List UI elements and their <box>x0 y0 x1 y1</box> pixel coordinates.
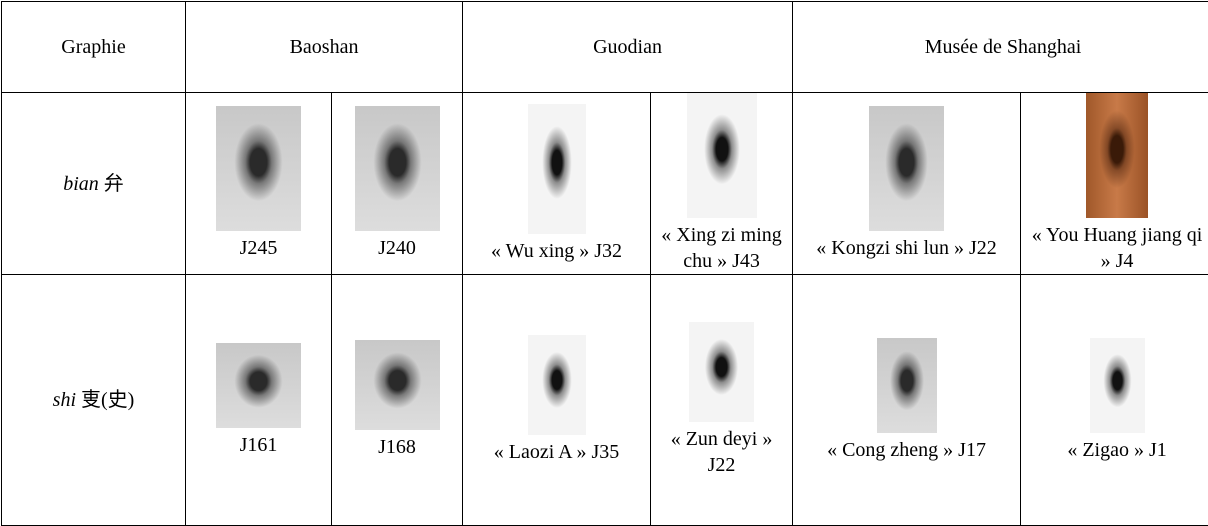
glyph-cell: « Zun deyi » J22 <box>651 275 793 526</box>
header-cell: Musée de Shanghai <box>793 2 1208 93</box>
header-cell: Guodian <box>463 2 793 93</box>
glyph-cell: J245 <box>186 93 332 275</box>
glyph-image <box>869 106 944 231</box>
glyph-cell: « You Huang jiang qi » J4 <box>1021 93 1208 275</box>
hanzi-note: (史) <box>101 389 134 411</box>
glyph-image <box>689 322 754 422</box>
page: Graphie Baoshan Guodian Musée de Shangha… <box>0 1 1208 509</box>
caption: « Cong zheng » J17 <box>827 437 986 463</box>
latin-label: bian <box>63 173 99 195</box>
glyph-image <box>216 343 301 428</box>
row-label: shi 叓(史) <box>2 275 186 526</box>
glyph-cell: « Kongzi shi lun » J22 <box>793 93 1021 275</box>
body-row: shi 叓(史) J161 J168 « Laozi A » J35 « Zun dey… <box>2 275 1208 526</box>
caption: J161 <box>240 432 278 458</box>
glyph-figure: « Zigao » J1 <box>1025 338 1208 463</box>
caption: « Laozi A » J35 <box>494 439 620 465</box>
glyph-figure: J240 <box>336 106 458 261</box>
glyph-image <box>1086 93 1148 218</box>
glyph-cell: J240 <box>332 93 463 275</box>
glyph-figure: J168 <box>336 340 458 460</box>
hanzi-label: 弁 <box>104 173 124 195</box>
glyph-figure: « You Huang jiang qi » J4 <box>1025 93 1208 274</box>
glyph-figure: « Xing zi ming chu » J43 <box>655 93 788 274</box>
glyph-image <box>687 93 757 218</box>
caption: « Zun deyi » J22 <box>655 426 788 478</box>
body-row: bian 弁 J245 J240 « Wu xing » J32 « Xing zi m… <box>2 93 1208 275</box>
caption: « Kongzi shi lun » J22 <box>816 235 997 261</box>
glyph-figure: J245 <box>190 106 327 261</box>
caption: J240 <box>378 235 416 261</box>
header-row: Graphie Baoshan Guodian Musée de Shangha… <box>2 2 1208 93</box>
glyph-figure: « Wu xing » J32 <box>467 104 646 264</box>
glyph-figure: « Laozi A » J35 <box>467 335 646 465</box>
glyph-cell: « Laozi A » J35 <box>463 275 651 526</box>
hanzi-label: 叓 <box>81 389 101 411</box>
glyph-cell: J168 <box>332 275 463 526</box>
caption: « Zigao » J1 <box>1067 437 1166 463</box>
glyph-image <box>528 104 586 234</box>
glyph-cell: « Cong zheng » J17 <box>793 275 1021 526</box>
glyph-figure: « Cong zheng » J17 <box>797 338 1016 463</box>
glyph-figure: J161 <box>190 343 327 458</box>
glyph-cell: « Wu xing » J32 <box>463 93 651 275</box>
caption: « Xing zi ming chu » J43 <box>655 222 788 274</box>
caption: « You Huang jiang qi » J4 <box>1025 222 1208 274</box>
glyph-figure: « Kongzi shi lun » J22 <box>797 106 1016 261</box>
glyph-image <box>528 335 586 435</box>
glyph-figure: « Zun deyi » J22 <box>655 322 788 478</box>
glyph-cell: J161 <box>186 275 332 526</box>
glyph-image <box>1090 338 1145 433</box>
glyph-cell: « Xing zi ming chu » J43 <box>651 93 793 275</box>
glyph-image <box>355 106 440 231</box>
row-label: bian 弁 <box>2 93 186 275</box>
latin-label: shi <box>53 389 76 411</box>
caption: « Wu xing » J32 <box>491 238 622 264</box>
glyph-image <box>877 338 937 433</box>
header-cell: Graphie <box>2 2 186 93</box>
glyph-image <box>355 340 440 430</box>
caption: J245 <box>240 235 278 261</box>
glyph-cell: « Zigao » J1 <box>1021 275 1208 526</box>
glyph-image <box>216 106 301 231</box>
caption: J168 <box>378 434 416 460</box>
header-cell: Baoshan <box>186 2 463 93</box>
